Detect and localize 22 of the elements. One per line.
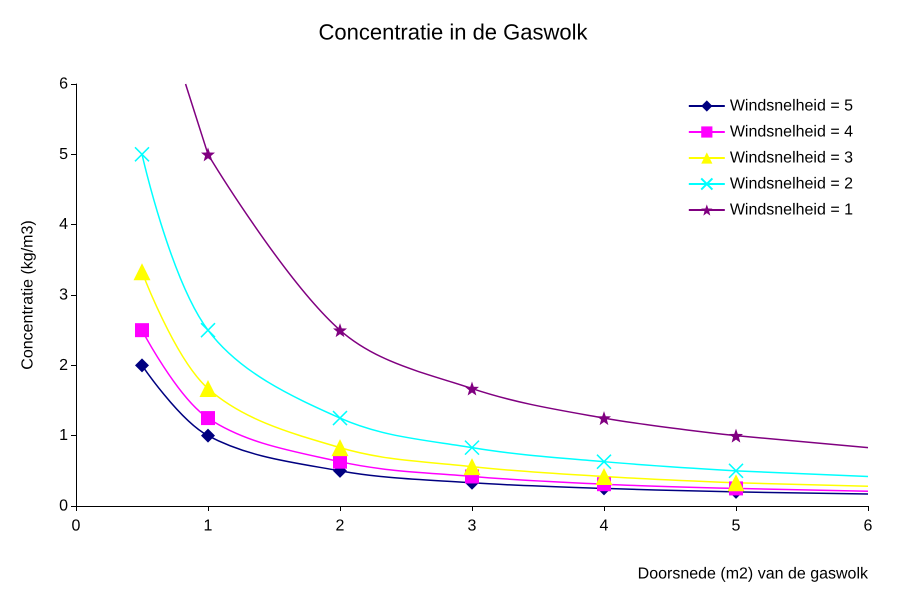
legend-label: Windsnelheid = 4 — [730, 124, 854, 140]
y-tick-label: 0 — [59, 498, 68, 514]
legend-label: Windsnelheid = 1 — [730, 202, 854, 218]
legend-label: Windsnelheid = 3 — [730, 150, 854, 166]
y-tick-label: 2 — [59, 356, 68, 374]
x-tick-label: 2 — [336, 518, 345, 534]
x-tick-label: 0 — [72, 518, 81, 534]
x-axis-title: Doorsnede (m2) van de gaswolk — [638, 566, 869, 582]
y-tick-label: 4 — [59, 216, 68, 234]
x-tick-label: 1 — [204, 518, 213, 534]
y-tick-label: 3 — [59, 286, 68, 304]
y-axis-title: Concentratie (kg/m3) — [20, 220, 36, 370]
y-tick-label: 6 — [59, 76, 68, 92]
x-tick-label: 4 — [600, 518, 609, 534]
legend-label: Windsnelheid = 2 — [730, 176, 854, 192]
y-tick-label: 5 — [59, 146, 68, 163]
x-tick-label: 3 — [468, 518, 477, 534]
legend-label: Windsnelheid = 5 — [730, 98, 854, 114]
chart-title: Concentratie in de Gaswolk — [318, 20, 589, 44]
x-tick-label: 5 — [732, 518, 741, 534]
x-tick-label: 6 — [864, 518, 873, 534]
y-tick-label: 1 — [59, 427, 68, 444]
